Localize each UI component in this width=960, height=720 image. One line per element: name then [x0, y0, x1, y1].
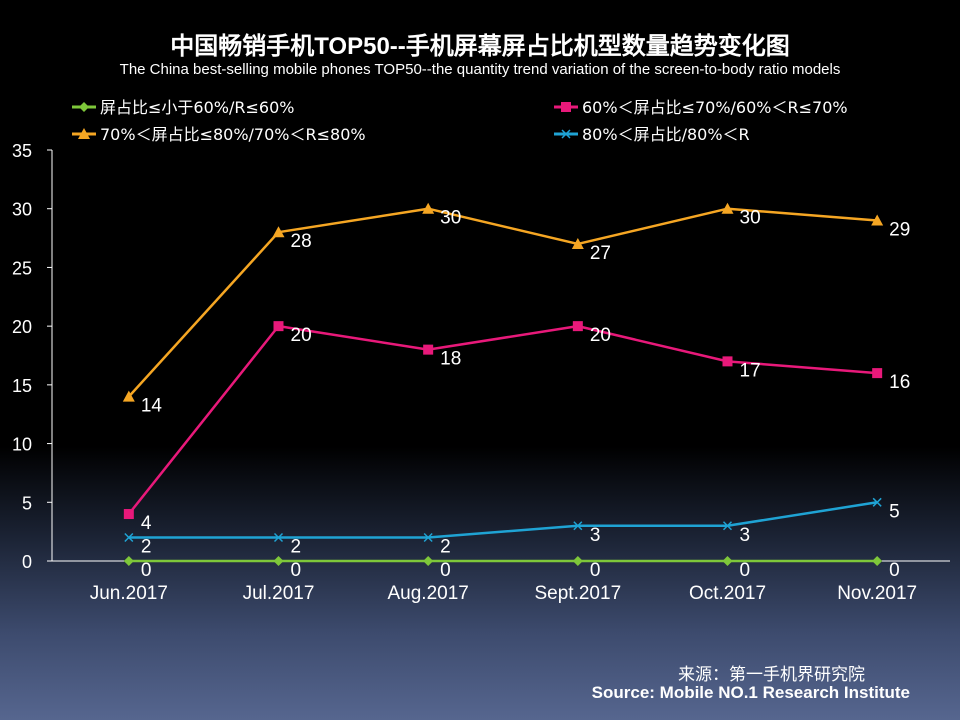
data-label: 0 — [889, 560, 900, 581]
legend-item: 屏占比≤小于60%/R≤60% — [72, 98, 294, 117]
data-label: 2 — [291, 537, 302, 558]
data-label: 3 — [740, 525, 751, 546]
data-label: 0 — [590, 560, 601, 581]
data-point — [871, 214, 884, 226]
data-point — [124, 532, 134, 543]
y-tick-label: 25 — [12, 258, 32, 278]
series-line — [127, 324, 878, 515]
data-point — [122, 390, 135, 402]
data-point — [273, 556, 284, 566]
data-label: 2 — [440, 537, 451, 558]
y-tick-label: 20 — [12, 317, 32, 337]
y-tick-label: 5 — [22, 493, 32, 513]
data-point — [721, 202, 734, 214]
data-label: 0 — [141, 560, 152, 581]
series-line — [127, 207, 878, 398]
data-point — [273, 321, 284, 332]
x-tick-label: Nov.2017 — [837, 583, 917, 604]
source-cn: 来源：第一手机界研究院 — [678, 665, 865, 684]
data-label: 3 — [590, 525, 601, 546]
data-label: 14 — [141, 396, 163, 417]
y-tick-label: 15 — [12, 376, 32, 396]
data-point — [572, 321, 583, 332]
data-point — [423, 532, 433, 543]
data-point — [722, 556, 733, 566]
data-point — [423, 556, 434, 566]
data-point — [872, 497, 882, 507]
data-point — [722, 521, 733, 531]
legend-label: 60%＜屏占比≤70%/60%＜R≤70% — [582, 98, 848, 117]
data-point — [273, 532, 284, 543]
data-point — [423, 344, 434, 355]
data-point — [872, 368, 883, 379]
legend-item: 70%＜屏占比≤80%/70%＜R≤80% — [72, 125, 366, 144]
legend-marker — [561, 129, 571, 139]
chart-title: 中国畅销手机TOP50--手机屏幕屏占比机型数量趋势变化图 — [170, 33, 790, 60]
data-label: 0 — [291, 560, 302, 581]
y-tick-label: 35 — [12, 141, 32, 161]
data-label: 2 — [141, 537, 152, 558]
series-line — [128, 501, 878, 539]
data-point — [572, 556, 583, 566]
x-tick-label: Aug.2017 — [387, 583, 468, 604]
data-point — [872, 556, 883, 566]
data-label: 0 — [440, 560, 451, 581]
data-label: 20 — [590, 325, 611, 346]
legend-label: 80%＜屏占比/80%＜R — [582, 125, 750, 144]
x-tick-label: Sept.2017 — [535, 583, 622, 604]
data-label: 20 — [291, 325, 312, 346]
data-label: 16 — [889, 372, 910, 393]
data-label: 0 — [740, 560, 751, 581]
series-2: 14 28 30 27 30 29 — [122, 202, 910, 417]
series-1: 4 20 18 20 17 16 — [123, 321, 910, 534]
data-label: 29 — [889, 219, 910, 240]
source-en: Source: Mobile NO.1 Research Institute — [591, 683, 910, 702]
x-tick-label: Jul.2017 — [243, 583, 315, 604]
chart-subtitle: The China best-selling mobile phones TOP… — [119, 61, 841, 78]
y-tick-label: 10 — [12, 435, 32, 455]
data-label: 28 — [291, 231, 312, 252]
data-point — [571, 237, 584, 249]
legend-label: 屏占比≤小于60%/R≤60% — [100, 98, 294, 117]
data-point — [573, 521, 583, 531]
data-point — [123, 509, 134, 520]
data-label: 27 — [590, 243, 611, 264]
data-label: 18 — [440, 349, 461, 370]
series-0: 0 0 0 0 0 0 — [123, 556, 900, 581]
data-label: 4 — [141, 513, 152, 534]
x-tick-label: Oct.2017 — [689, 583, 766, 604]
data-point — [272, 226, 285, 238]
series-3: 2 2 2 3 3 5 — [124, 497, 900, 558]
data-point — [722, 356, 733, 367]
data-label: 30 — [740, 208, 761, 229]
data-label: 30 — [440, 208, 461, 229]
legend-item: 80%＜屏占比/80%＜R — [554, 125, 750, 144]
data-point — [123, 556, 134, 566]
data-point — [422, 202, 435, 214]
y-tick-label: 30 — [12, 200, 32, 220]
y-tick-label: 0 — [22, 552, 32, 572]
legend-marker — [561, 102, 571, 112]
legend-item: 60%＜屏占比≤70%/60%＜R≤70% — [554, 98, 848, 117]
legend-label: 70%＜屏占比≤80%/70%＜R≤80% — [100, 125, 366, 144]
data-label: 17 — [740, 360, 761, 381]
data-label: 5 — [889, 501, 900, 522]
legend-marker — [78, 128, 90, 139]
x-tick-label: Jun.2017 — [90, 583, 168, 604]
legend-marker — [79, 102, 89, 112]
